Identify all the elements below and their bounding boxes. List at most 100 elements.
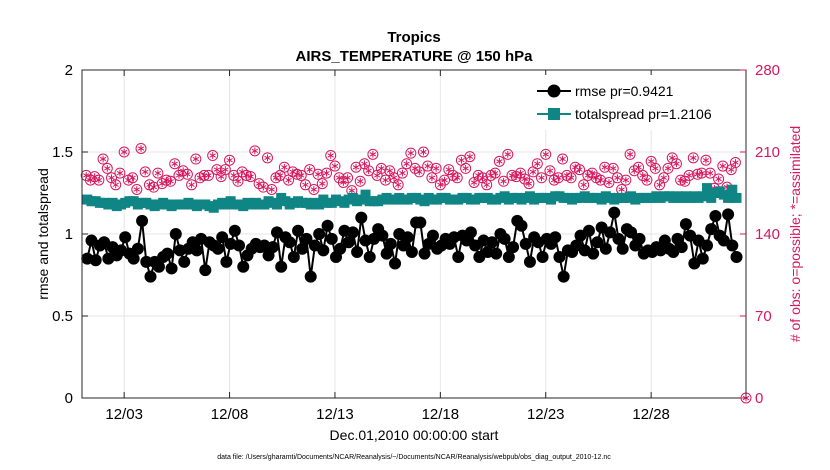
obs-asterisk-stroke (205, 173, 212, 178)
obs-circle (405, 147, 417, 159)
obs-point (502, 148, 514, 160)
obs-circle (396, 167, 408, 179)
obs-circle (531, 158, 543, 170)
obs-circle (190, 153, 202, 165)
obs-asterisk-stroke (521, 176, 528, 182)
rmse-point (140, 255, 153, 268)
rmse-point (199, 264, 212, 277)
x-tick-label: 12/08 (211, 406, 249, 423)
rmse-point (220, 255, 233, 268)
obs-circle (573, 164, 585, 176)
legend-rmse-marker (547, 84, 561, 98)
obs-circle (152, 167, 164, 179)
obs-asterisk-stroke (357, 179, 364, 184)
obs-point (329, 160, 341, 172)
obs-asterisk-stroke (626, 152, 634, 157)
obs-circle (510, 171, 522, 183)
footnote: data file: /Users/gharamti/Documents/NCA… (217, 454, 611, 461)
obs-asterisk-stroke (175, 173, 183, 178)
obs-circle (380, 174, 392, 186)
obs-circle (232, 175, 244, 187)
rmse-point (418, 247, 431, 260)
obs-point (713, 173, 725, 185)
obs-asterisk-stroke (209, 153, 216, 158)
obs-point (439, 174, 451, 186)
obs-asterisk-stroke (437, 182, 444, 187)
obs-circle (704, 167, 716, 179)
obs-asterisk-stroke (567, 175, 575, 180)
rmse-point (178, 255, 191, 268)
rmse-point (696, 252, 709, 265)
obs-circle (489, 167, 501, 179)
obs-point (295, 169, 307, 181)
obs-asterisk-stroke (365, 168, 372, 173)
rmse-point (131, 242, 144, 255)
obs-point (565, 172, 577, 184)
obs-point (299, 179, 311, 191)
obs-circle (417, 146, 429, 158)
obs-asterisk-stroke (154, 170, 162, 176)
obs-point (573, 164, 585, 176)
x-tick-label: 12/18 (422, 406, 460, 423)
obs-circle (439, 174, 451, 186)
rmse-point (730, 250, 743, 263)
obs-asterisk-stroke (702, 158, 710, 163)
obs-point (603, 176, 615, 188)
obs-point (552, 172, 564, 184)
rmse-point (502, 250, 515, 263)
obs-circle (139, 166, 151, 178)
rmse-point (169, 228, 182, 240)
y2-tick-label: 210 (755, 144, 780, 161)
obs-asterisk-stroke (483, 182, 490, 187)
obs-circle (540, 148, 552, 160)
rmse-point (300, 232, 313, 245)
obs-asterisk-stroke (142, 169, 149, 175)
obs-asterisk-stroke (622, 177, 630, 183)
rmse-point (346, 226, 359, 239)
totalspread-point (271, 199, 282, 210)
y2-tick-label: 140 (755, 226, 780, 243)
obs-asterisk-stroke (669, 155, 676, 160)
obs-asterisk-stroke (416, 169, 423, 175)
obs-circle (169, 158, 181, 170)
obs-circle (257, 181, 269, 193)
rmse-point (507, 241, 520, 254)
obs-point (536, 172, 548, 184)
obs-circle (325, 150, 337, 162)
obs-asterisk-stroke (319, 181, 326, 186)
obs-point (498, 175, 510, 187)
obs-point (649, 162, 661, 174)
obs-point (367, 148, 379, 160)
obs-series-layer (80, 142, 752, 404)
obs-asterisk-stroke (167, 179, 174, 184)
rmse-point (228, 224, 241, 237)
rmse-point (498, 232, 511, 245)
obs-circle (578, 179, 590, 191)
obs-circle (308, 183, 320, 195)
obs-circle (160, 174, 172, 186)
obs-point (219, 164, 231, 176)
obs-circle (700, 154, 712, 166)
obs-asterisk-stroke (660, 175, 667, 180)
obs-asterisk-stroke (188, 182, 195, 187)
y2-tick-label: 70 (755, 308, 772, 325)
obs-asterisk-stroke (643, 177, 651, 183)
obs-circle (464, 151, 476, 163)
obs-point (620, 174, 632, 186)
rmse-point (165, 262, 178, 275)
legend-spread-label: totalspread pr=1.2106 (575, 106, 712, 122)
rmse-point (384, 237, 397, 250)
obs-asterisk-stroke (163, 177, 170, 183)
obs-asterisk-stroke (698, 170, 705, 176)
obs-circle (595, 174, 607, 186)
obs-point (692, 168, 704, 180)
y-tick-label: 2 (65, 62, 73, 79)
obs-circle (401, 158, 413, 170)
obs-asterisk-stroke (546, 168, 554, 173)
rmse-point (405, 246, 418, 259)
totalspread-point (723, 192, 734, 203)
obs-point (224, 154, 236, 166)
obs-circle (249, 145, 261, 157)
rmse-point (557, 270, 570, 283)
obs-asterisk-stroke (504, 152, 512, 157)
